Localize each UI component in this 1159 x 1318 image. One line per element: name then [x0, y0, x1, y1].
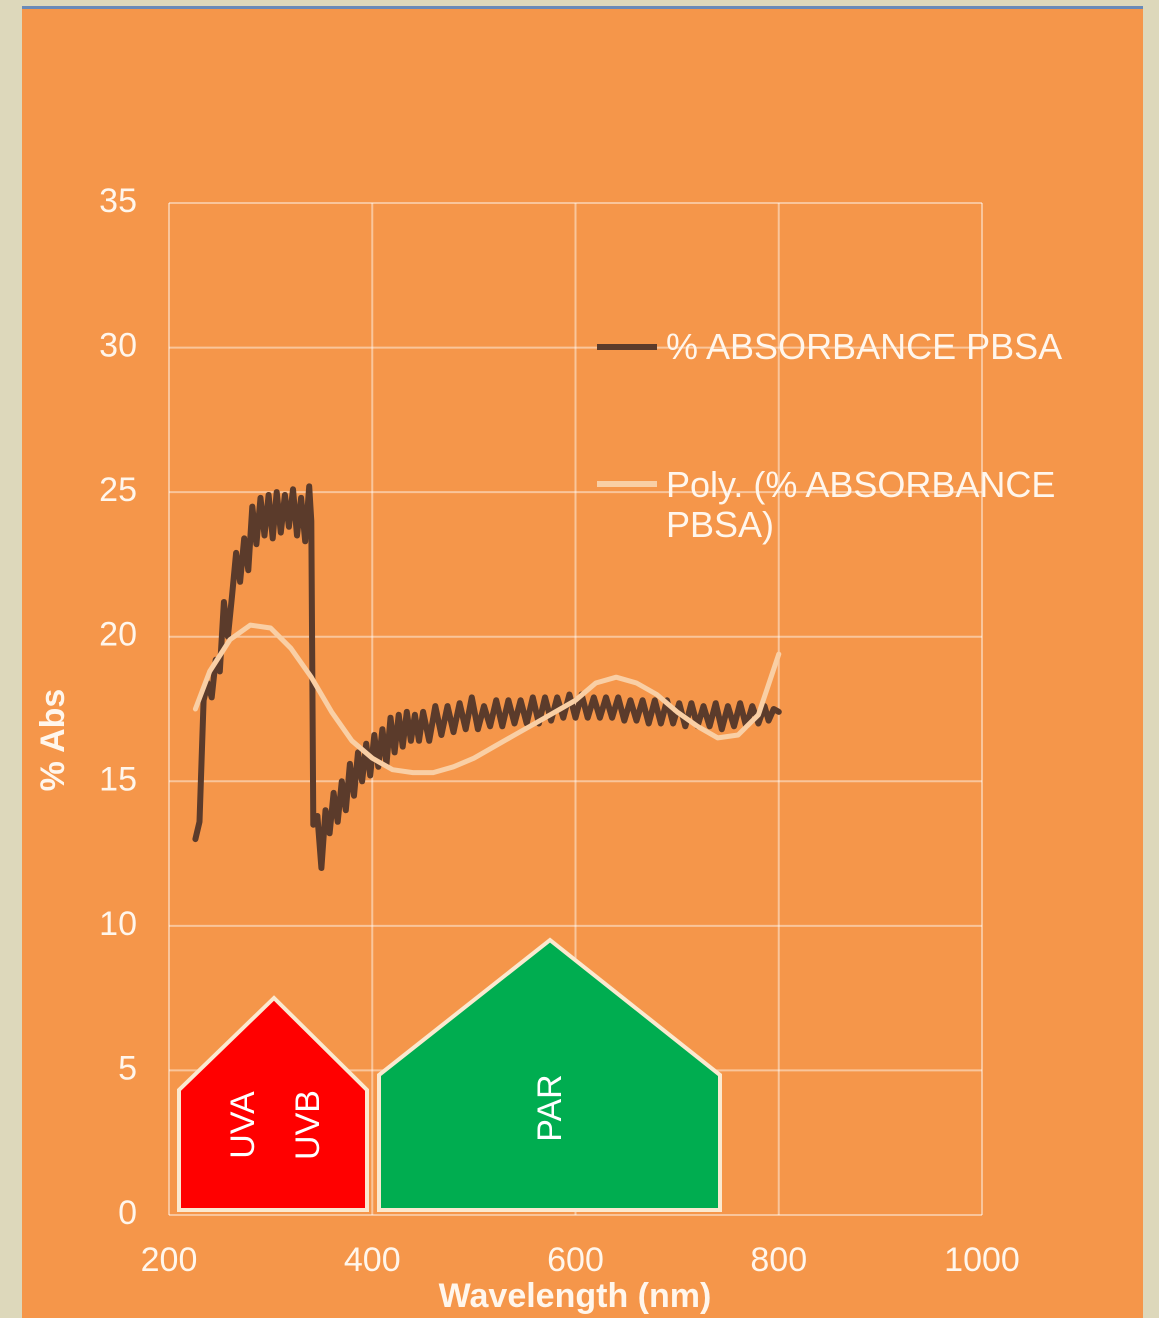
y-tick-label: 10 [99, 905, 137, 943]
data-line [192, 483, 782, 871]
data-line [192, 622, 782, 776]
x-tick-label: 200 [141, 1241, 198, 1279]
x-axis-title: Wavelength (nm) [439, 1277, 712, 1315]
x-tick-label: 800 [750, 1241, 807, 1279]
y-tick-label: 30 [99, 327, 137, 365]
y-tick-label: 25 [99, 471, 137, 509]
y-tick-label: 0 [118, 1194, 137, 1232]
y-tick-label: 35 [99, 182, 137, 220]
band-label: UVA [224, 1091, 262, 1159]
band-label: PAR [531, 1074, 569, 1141]
x-tick-label: 400 [344, 1241, 401, 1279]
legend-label: % ABSORBANCE PBSA [666, 326, 1063, 367]
x-tick-label: 1000 [944, 1241, 1020, 1279]
y-tick-label: 5 [118, 1049, 137, 1087]
y-axis-title: % Abs [34, 689, 72, 792]
y-tick-label: 20 [99, 616, 137, 654]
x-tick-label: 600 [547, 1241, 604, 1279]
par-band [377, 937, 722, 1212]
y-tick-label: 15 [99, 760, 137, 798]
band-label: UVB [289, 1090, 327, 1160]
legend-label: Poly. (% ABSORBANCE PBSA) [666, 464, 1056, 545]
uv-band [177, 995, 369, 1212]
